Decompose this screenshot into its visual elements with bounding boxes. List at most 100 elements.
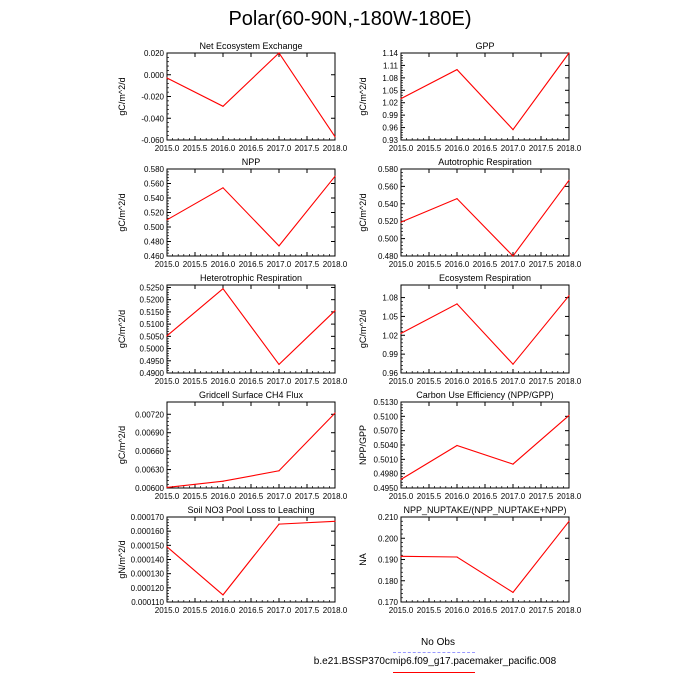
series-line xyxy=(166,175,336,247)
y-tick-label: -0.020 xyxy=(141,93,164,102)
x-tick-label: 2017.0 xyxy=(501,144,526,153)
x-tick-label: 2017.0 xyxy=(267,377,292,386)
y-tick-label: 0.5010 xyxy=(374,455,399,464)
data-point xyxy=(512,591,514,594)
x-tick-label: 2017.5 xyxy=(295,492,320,501)
y-tick-label: 0.000 xyxy=(144,71,165,80)
x-tick-label: 2015.5 xyxy=(183,260,208,269)
y-tick-label: 0.500 xyxy=(378,235,399,244)
data-point xyxy=(400,478,402,480)
panel-title: GPP xyxy=(475,41,494,51)
x-tick-label: 2017.5 xyxy=(529,492,554,501)
x-tick-label: 2018.0 xyxy=(323,260,348,269)
x-tick-label: 2018.0 xyxy=(557,606,582,615)
y-axis-label: NPP/GPP xyxy=(358,425,368,465)
x-tick-label: 2016.5 xyxy=(473,492,498,501)
y-tick-label: 0.190 xyxy=(378,556,399,565)
y-tick-label: 0.210 xyxy=(378,513,399,522)
x-tick-label: 2015.5 xyxy=(183,606,208,615)
y-tick-label: 0.00600 xyxy=(135,484,164,493)
data-point xyxy=(334,175,336,177)
y-tick-label: 0.96 xyxy=(382,124,398,133)
panel-title: Carbon Use Efficiency (NPP/GPP) xyxy=(416,390,553,400)
x-tick-label: 2016.0 xyxy=(211,260,236,269)
x-tick-label: 2017.0 xyxy=(267,144,292,153)
series-line xyxy=(400,295,570,366)
y-axis-label: gC/m^2/d xyxy=(358,77,368,115)
data-point xyxy=(334,520,336,522)
y-tick-label: 0.000140 xyxy=(131,556,165,565)
x-tick-label: 2015.0 xyxy=(155,606,180,615)
data-point xyxy=(334,412,336,414)
x-tick-label: 2017.0 xyxy=(267,492,292,501)
y-tick-label: 0.4900 xyxy=(140,369,165,378)
series-line xyxy=(400,52,570,131)
y-tick-label: 0.460 xyxy=(144,252,165,261)
data-point xyxy=(456,197,458,200)
y-tick-label: 1.11 xyxy=(383,61,399,70)
y-tick-label: 0.00720 xyxy=(135,410,164,419)
y-tick-label: 0.540 xyxy=(144,194,165,203)
x-tick-label: 2017.0 xyxy=(501,606,526,615)
data-point xyxy=(222,594,224,596)
series-line xyxy=(166,52,336,138)
data-point xyxy=(456,556,458,558)
data-point xyxy=(400,555,402,557)
x-tick-label: 2016.0 xyxy=(445,606,470,615)
y-tick-label: 0.000160 xyxy=(131,527,165,536)
x-tick-label: 2015.5 xyxy=(183,492,208,501)
y-tick-label: 0.560 xyxy=(378,182,399,191)
y-axis-label: NA xyxy=(358,553,368,566)
x-tick-label: 2017.5 xyxy=(529,144,554,153)
x-tick-label: 2015.5 xyxy=(417,606,442,615)
y-tick-label: 0.000120 xyxy=(131,584,165,593)
x-tick-label: 2015.5 xyxy=(417,492,442,501)
x-tick-label: 2016.5 xyxy=(473,144,498,153)
x-tick-label: 2015.0 xyxy=(389,144,414,153)
legend-run-label: b.e21.BSSP370cmip6.f09_g17.pacemaker_pac… xyxy=(313,656,557,667)
y-tick-label: 0.4950 xyxy=(374,484,399,493)
panel-title: Net Ecosystem Exchange xyxy=(199,41,302,51)
x-tick-label: 2016.5 xyxy=(239,492,264,501)
y-tick-label: 0.4950 xyxy=(140,357,165,366)
y-axis-label: gC/m^2/d xyxy=(358,193,368,231)
y-tick-label: 1.08 xyxy=(382,74,398,83)
x-tick-label: 2015.0 xyxy=(389,492,414,501)
y-tick-label: 0.00630 xyxy=(135,466,164,475)
x-tick-label: 2017.0 xyxy=(267,260,292,269)
series-line xyxy=(400,414,570,480)
series-line xyxy=(400,520,570,594)
x-tick-label: 2016.0 xyxy=(445,377,470,386)
x-tick-label: 2015.0 xyxy=(155,260,180,269)
y-tick-label: 0.580 xyxy=(378,165,399,174)
data-point xyxy=(568,414,570,416)
x-tick-label: 2017.5 xyxy=(529,606,554,615)
y-tick-label: 0.540 xyxy=(378,200,399,209)
y-tick-label: 0.5200 xyxy=(140,296,165,305)
x-tick-label: 2015.5 xyxy=(183,377,208,386)
x-tick-label: 2018.0 xyxy=(557,492,582,501)
x-tick-label: 2017.5 xyxy=(295,144,320,153)
x-tick-label: 2015.5 xyxy=(417,377,442,386)
y-tick-label: 0.5250 xyxy=(140,283,165,292)
data-point xyxy=(568,295,570,297)
data-point xyxy=(568,520,570,522)
x-tick-label: 2015.0 xyxy=(155,144,180,153)
y-tick-label: 0.99 xyxy=(382,111,398,120)
y-tick-label: -0.060 xyxy=(141,136,164,145)
data-point xyxy=(334,136,336,138)
x-tick-label: 2017.0 xyxy=(501,492,526,501)
x-tick-label: 2016.0 xyxy=(211,377,236,386)
x-tick-label: 2015.0 xyxy=(389,260,414,269)
data-point xyxy=(568,179,570,181)
x-tick-label: 2018.0 xyxy=(323,377,348,386)
series-line xyxy=(166,520,336,596)
panel-title: Autotrophic Respiration xyxy=(438,157,532,167)
y-tick-label: 0.200 xyxy=(378,534,399,543)
x-tick-label: 2018.0 xyxy=(323,492,348,501)
y-tick-label: 0.000170 xyxy=(131,513,165,522)
